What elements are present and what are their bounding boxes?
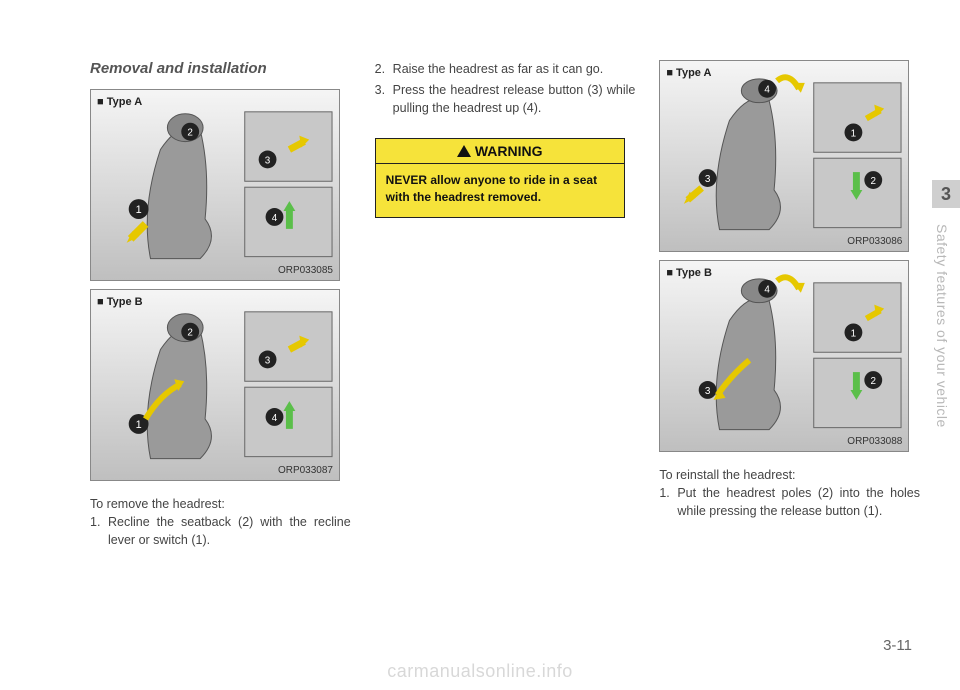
warning-body: NEVER allow anyone to ride in a seat wit… bbox=[376, 164, 624, 216]
svg-text:1: 1 bbox=[136, 204, 142, 216]
content-columns: Removal and installation ■ Type A 1 2 3 … bbox=[90, 60, 920, 552]
column-1: Removal and installation ■ Type A 1 2 3 … bbox=[90, 60, 351, 552]
figure-code: ORP033088 bbox=[847, 436, 902, 447]
svg-text:2: 2 bbox=[187, 328, 193, 339]
lead-line: To reinstall the headrest: bbox=[659, 466, 920, 484]
figure-install-type-b: ■ Type B 1 2 3 4 bbox=[659, 260, 909, 452]
warning-header: WARNING bbox=[376, 139, 624, 164]
reinstall-text: To reinstall the headrest: 1. Put the he… bbox=[659, 466, 920, 523]
step-number: 1. bbox=[90, 513, 108, 549]
step-2: 2. Raise the headrest as far as it can g… bbox=[375, 60, 636, 78]
seat-diagram-icon: 1 2 3 4 bbox=[91, 290, 339, 480]
seat-diagram-icon: 1 2 3 4 bbox=[660, 261, 908, 451]
step-text: Raise the headrest as far as it can go. bbox=[393, 60, 636, 78]
section-title: Removal and installation bbox=[90, 60, 351, 77]
svg-text:1: 1 bbox=[851, 128, 857, 139]
col2-steps: 2. Raise the headrest as far as it can g… bbox=[375, 60, 636, 120]
lead-line: To remove the headrest: bbox=[90, 495, 351, 513]
step-text: Put the headrest poles (2) into the hole… bbox=[677, 484, 920, 520]
step-number: 1. bbox=[659, 484, 677, 520]
svg-text:1: 1 bbox=[136, 419, 142, 431]
warning-label: WARNING bbox=[475, 143, 543, 159]
svg-text:4: 4 bbox=[765, 85, 771, 96]
page-number: 3-11 bbox=[883, 637, 912, 654]
svg-text:3: 3 bbox=[265, 155, 271, 166]
warning-triangle-icon bbox=[457, 145, 471, 157]
svg-text:3: 3 bbox=[705, 174, 711, 185]
chapter-number-tab: 3 bbox=[932, 180, 960, 208]
watermark: carmanualsonline.info bbox=[387, 661, 573, 682]
removal-lead-text: To remove the headrest: 1. Recline the s… bbox=[90, 495, 351, 552]
svg-text:3: 3 bbox=[265, 355, 271, 366]
column-3: ■ Type A 1 2 3 4 bbox=[659, 60, 920, 552]
manual-page: Removal and installation ■ Type A 1 2 3 … bbox=[0, 0, 960, 690]
figure-code: ORP033087 bbox=[278, 465, 333, 476]
step-1: 1. Put the headrest poles (2) into the h… bbox=[659, 484, 920, 520]
step-text: Recline the seatback (2) with the reclin… bbox=[108, 513, 351, 549]
step-1: 1. Recline the seatback (2) with the rec… bbox=[90, 513, 351, 549]
svg-text:4: 4 bbox=[272, 213, 278, 224]
chapter-title-vertical: Safety features of your vehicle bbox=[934, 224, 950, 428]
svg-text:4: 4 bbox=[765, 285, 771, 296]
seat-diagram-icon: 1 2 3 4 bbox=[660, 61, 908, 251]
seat-diagram-icon: 1 2 3 4 bbox=[91, 90, 339, 280]
step-number: 3. bbox=[375, 81, 393, 117]
step-3: 3. Press the headrest release button (3)… bbox=[375, 81, 636, 117]
svg-text:2: 2 bbox=[187, 128, 193, 139]
svg-text:1: 1 bbox=[851, 328, 857, 339]
figure-removal-type-b: ■ Type B 1 2 3 4 ORP0330 bbox=[90, 289, 340, 481]
figure-removal-type-a: ■ Type A 1 2 3 4 bbox=[90, 89, 340, 281]
figure-code: ORP033086 bbox=[847, 236, 902, 247]
step-number: 2. bbox=[375, 60, 393, 78]
figure-install-type-a: ■ Type A 1 2 3 4 bbox=[659, 60, 909, 252]
side-tab: 3 Safety features of your vehicle bbox=[928, 180, 960, 540]
column-2: 2. Raise the headrest as far as it can g… bbox=[375, 60, 636, 552]
svg-text:2: 2 bbox=[871, 376, 877, 387]
svg-text:3: 3 bbox=[705, 386, 711, 397]
svg-text:4: 4 bbox=[272, 413, 278, 424]
svg-text:2: 2 bbox=[871, 176, 877, 187]
step-text: Press the headrest release button (3) wh… bbox=[393, 81, 636, 117]
warning-box: WARNING NEVER allow anyone to ride in a … bbox=[375, 138, 625, 217]
figure-code: ORP033085 bbox=[278, 265, 333, 276]
